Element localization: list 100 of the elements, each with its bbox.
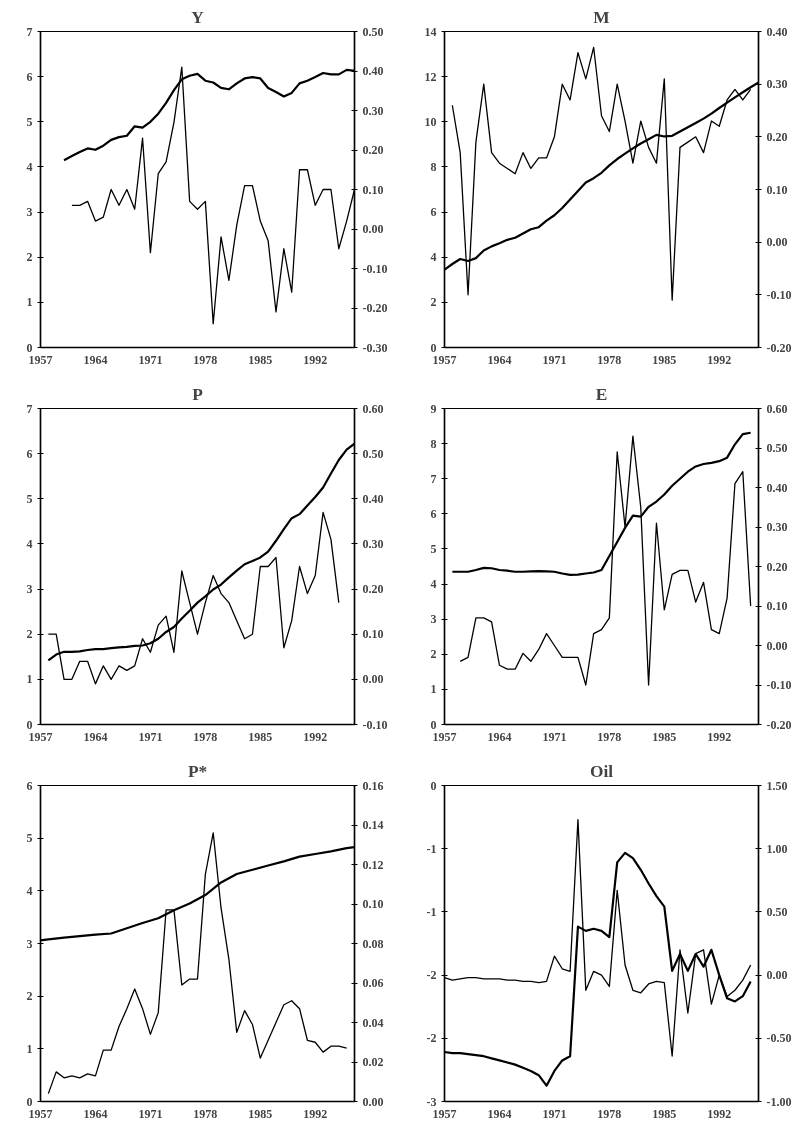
x-tick-label: 1964 bbox=[487, 729, 512, 744]
y2-tick-label: 1.50 bbox=[766, 778, 788, 793]
y-tick-label: 2 bbox=[26, 250, 33, 265]
y-tick-label: 0 bbox=[430, 778, 437, 793]
chart-title: Y bbox=[191, 7, 205, 27]
x-tick-label: 1992 bbox=[303, 1106, 328, 1121]
y2-tick-label: 0.20 bbox=[362, 582, 384, 597]
y-tick-label: -1 bbox=[426, 904, 437, 919]
y-tick-label: 3 bbox=[26, 936, 33, 951]
y-tick-label: -2 bbox=[426, 968, 437, 983]
y2-tick-label: 0.50 bbox=[766, 441, 788, 455]
y-tick-label: 3 bbox=[26, 205, 33, 220]
x-tick-label: 1964 bbox=[487, 1106, 512, 1121]
y2-tick-label: 0.50 bbox=[362, 446, 384, 461]
x-tick-label: 1978 bbox=[597, 352, 622, 367]
x-tick-label: 1964 bbox=[83, 729, 108, 744]
y2-tick-label: 0.10 bbox=[766, 182, 788, 197]
y-tick-label: 1 bbox=[430, 682, 437, 697]
y2-tick-label: 0.30 bbox=[766, 77, 788, 92]
y-tick-label: 4 bbox=[26, 883, 33, 898]
y-tick-label: 5 bbox=[430, 541, 437, 556]
x-tick-label: 1971 bbox=[138, 1106, 163, 1121]
y2-tick-label: 0.00 bbox=[766, 968, 788, 983]
y2-tick-label: 0.08 bbox=[362, 936, 384, 951]
x-tick-label: 1957 bbox=[432, 729, 457, 744]
y2-tick-label: -0.30 bbox=[362, 340, 388, 355]
y2-tick-label: 0.10 bbox=[362, 182, 384, 197]
chart-title: Oil bbox=[589, 761, 614, 781]
x-tick-label: 1985 bbox=[652, 352, 677, 367]
x-tick-label: 1985 bbox=[248, 729, 273, 744]
y2-tick-label: 0.30 bbox=[362, 536, 384, 551]
y2-tick-label: 0.12 bbox=[362, 857, 384, 872]
x-tick-label: 1978 bbox=[193, 352, 218, 367]
y2-tick-label: 0.00 bbox=[766, 638, 788, 653]
y2-tick-label: 0.10 bbox=[362, 897, 384, 911]
x-tick-label: 1971 bbox=[542, 1106, 567, 1121]
y-tick-label: 5 bbox=[26, 831, 33, 846]
x-tick-label: 1985 bbox=[652, 729, 677, 744]
y2-tick-label: 0.16 bbox=[362, 778, 384, 793]
y-tick-label: 1 bbox=[26, 1041, 33, 1056]
y-tick-label: 9 bbox=[430, 401, 437, 416]
y2-tick-label: -0.10 bbox=[362, 261, 388, 276]
y-tick-label: 0 bbox=[26, 340, 33, 355]
x-tick-label: 1957 bbox=[28, 1106, 53, 1121]
y2-tick-label: 0.14 bbox=[362, 818, 384, 832]
y-tick-label: 7 bbox=[26, 401, 33, 416]
y2-tick-label: 0.30 bbox=[766, 520, 788, 534]
y2-tick-label: 0.06 bbox=[362, 976, 384, 990]
y-tick-label: 7 bbox=[430, 471, 437, 486]
y2-tick-label: 0.00 bbox=[362, 672, 384, 687]
y-tick-label: -2 bbox=[426, 1031, 437, 1046]
y2-tick-label: 0.00 bbox=[766, 235, 788, 250]
y-tick-label: -3 bbox=[426, 1094, 437, 1109]
x-tick-label: 1971 bbox=[138, 352, 163, 367]
y2-tick-label: -0.20 bbox=[362, 301, 388, 315]
x-tick-label: 1964 bbox=[487, 352, 512, 367]
y2-tick-label: 0.20 bbox=[766, 129, 788, 144]
y-tick-label: 4 bbox=[26, 159, 33, 174]
y2-tick-label: 0.30 bbox=[362, 103, 384, 118]
y-tick-label: 5 bbox=[26, 491, 33, 506]
y2-tick-label: 0.60 bbox=[766, 401, 788, 416]
y2-tick-label: 0.20 bbox=[362, 143, 384, 157]
y-tick-label: 8 bbox=[430, 159, 437, 174]
y2-tick-label: 1.00 bbox=[766, 841, 788, 856]
y-tick-label: 1 bbox=[26, 672, 33, 687]
y-tick-label: 4 bbox=[430, 577, 437, 592]
x-tick-label: 1978 bbox=[597, 1106, 622, 1121]
chart-title: P* bbox=[187, 761, 208, 781]
y-tick-label: 14 bbox=[424, 24, 437, 39]
x-tick-label: 1992 bbox=[707, 729, 732, 744]
y-tick-label: 3 bbox=[430, 612, 437, 627]
x-tick-label: 1992 bbox=[303, 352, 328, 367]
chart-title: M bbox=[593, 7, 610, 27]
y-tick-label: 0 bbox=[26, 1094, 33, 1109]
y2-tick-label: -0.10 bbox=[362, 717, 388, 732]
y2-tick-label: 0.00 bbox=[362, 222, 384, 236]
y-tick-label: 2 bbox=[26, 627, 33, 642]
x-tick-label: 1971 bbox=[542, 352, 567, 367]
y2-tick-label: 0.10 bbox=[362, 627, 384, 642]
x-tick-label: 1992 bbox=[707, 1106, 732, 1121]
y-tick-label: 7 bbox=[26, 24, 33, 39]
x-tick-label: 1957 bbox=[432, 352, 457, 367]
y-tick-label: 0 bbox=[430, 340, 437, 355]
x-tick-label: 1957 bbox=[28, 729, 53, 744]
y-tick-label: 10 bbox=[424, 114, 437, 129]
y-tick-label: 8 bbox=[430, 436, 437, 451]
y2-tick-label: -1.00 bbox=[766, 1094, 792, 1109]
x-tick-label: 1971 bbox=[542, 729, 567, 744]
y-tick-label: 12 bbox=[424, 69, 437, 84]
y2-tick-label: -0.10 bbox=[766, 287, 792, 302]
y-tick-label: 5 bbox=[26, 114, 33, 129]
y2-tick-label: -0.20 bbox=[766, 340, 792, 355]
y2-tick-label: -0.50 bbox=[766, 1031, 792, 1046]
y2-tick-label: 0.00 bbox=[362, 1094, 384, 1109]
y-tick-label: 6 bbox=[26, 446, 33, 461]
y-tick-label: 6 bbox=[26, 778, 33, 793]
x-tick-label: 1957 bbox=[28, 352, 53, 367]
y2-tick-label: 0.40 bbox=[766, 480, 788, 495]
y-tick-label: 0 bbox=[26, 717, 33, 732]
y2-tick-label: 0.40 bbox=[362, 491, 384, 506]
